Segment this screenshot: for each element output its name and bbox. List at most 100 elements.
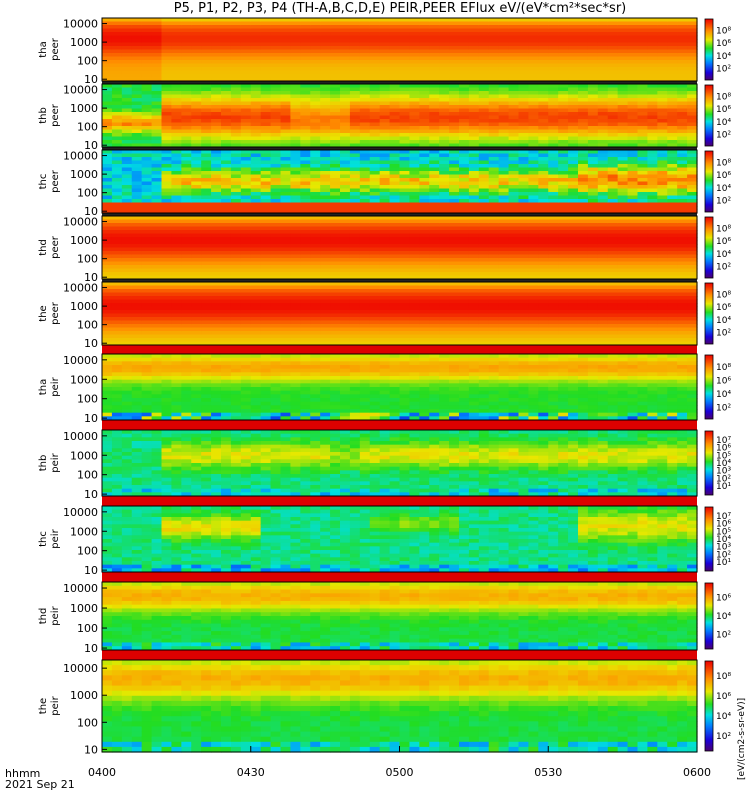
- heatmap-cell: [191, 105, 202, 110]
- heatmap-cell: [121, 258, 133, 263]
- heatmap-cell: [558, 265, 569, 270]
- heatmap-cell: [498, 101, 510, 106]
- heatmap-cell: [667, 261, 678, 266]
- heatmap-cell: [677, 46, 688, 51]
- heatmap-cell: [359, 334, 371, 339]
- heatmap-cell: [310, 192, 321, 197]
- heatmap-cell: [111, 216, 123, 221]
- heatmap-cell: [498, 272, 510, 277]
- panel-probe-label: thc: [38, 174, 49, 190]
- heatmap-cell: [419, 216, 430, 221]
- heatmap-cell: [111, 247, 123, 252]
- heatmap-cell: [548, 46, 559, 51]
- heatmap-cell: [359, 126, 371, 131]
- heatmap-cell: [201, 258, 212, 263]
- heatmap-cell: [171, 327, 182, 332]
- heatmap-cell: [111, 195, 123, 200]
- heatmap-cell: [141, 185, 153, 190]
- heatmap-cell: [389, 331, 401, 336]
- heatmap-cell: [409, 334, 420, 339]
- heatmap-cell: [439, 21, 450, 26]
- heatmap-cell: [528, 223, 539, 228]
- heatmap-cell: [181, 209, 192, 214]
- heatmap-cell: [181, 206, 192, 211]
- heatmap-cell: [478, 206, 490, 211]
- heatmap-cell: [171, 126, 182, 131]
- heatmap-cell: [578, 49, 589, 54]
- heatmap-cell: [369, 77, 381, 82]
- heatmap-cell: [627, 119, 639, 124]
- heatmap-cell: [488, 39, 500, 44]
- heatmap-cell: [349, 282, 361, 287]
- heatmap-cell: [379, 320, 391, 325]
- heatmap-cell: [558, 240, 569, 245]
- heatmap-cell: [429, 49, 440, 54]
- heatmap-cell: [597, 136, 609, 141]
- heatmap-cell: [240, 143, 252, 148]
- heatmap-cell: [409, 63, 420, 68]
- heatmap-cell: [349, 261, 361, 266]
- heatmap-cell: [340, 341, 351, 346]
- heatmap-cell: [340, 331, 351, 336]
- heatmap-cell: [409, 261, 420, 266]
- heatmap-cell: [310, 320, 321, 325]
- heatmap-cell: [657, 237, 668, 242]
- heatmap-cell: [449, 136, 460, 141]
- heatmap-cell: [409, 21, 420, 26]
- heatmap-cell: [300, 167, 311, 172]
- heatmap-cell: [270, 268, 282, 273]
- heatmap-cell: [230, 258, 242, 263]
- heatmap-cell: [300, 254, 311, 259]
- heatmap-cell: [310, 133, 321, 138]
- heatmap-cell: [349, 327, 361, 332]
- heatmap-cell: [349, 53, 361, 58]
- heatmap-cell: [310, 199, 321, 204]
- heatmap-cell: [677, 105, 688, 110]
- heatmap-cell: [280, 18, 292, 23]
- heatmap-cell: [211, 126, 222, 131]
- heatmap-cell: [240, 115, 252, 120]
- heatmap-cell: [191, 42, 202, 47]
- colorbar-tick-label: 10²: [716, 263, 731, 273]
- heatmap-cell: [587, 240, 599, 245]
- heatmap-cell: [379, 77, 391, 82]
- heatmap-cell: [528, 258, 539, 263]
- heatmap-cell: [419, 87, 430, 92]
- heatmap-cell: [221, 84, 232, 89]
- heatmap-cell: [191, 77, 202, 82]
- heatmap-cell: [320, 18, 331, 23]
- heatmap-cell: [687, 63, 698, 68]
- heatmap-cell: [459, 216, 470, 221]
- heatmap-cell: [111, 334, 123, 339]
- heatmap-cell: [340, 261, 351, 266]
- heatmap-cell: [240, 174, 252, 179]
- heatmap-cell: [359, 223, 371, 228]
- heatmap-cell: [330, 268, 341, 273]
- heatmap-cell: [459, 206, 470, 211]
- heatmap-cell: [587, 70, 599, 75]
- heatmap-cell: [151, 265, 163, 270]
- heatmap-cell: [528, 28, 539, 33]
- heatmap-cell: [409, 282, 420, 287]
- heatmap-cell: [121, 247, 133, 252]
- heatmap-cell: [121, 320, 133, 325]
- heatmap-cell: [687, 129, 698, 134]
- heatmap-cell: [459, 115, 470, 120]
- heatmap-cell: [310, 143, 321, 148]
- heatmap-cell: [171, 67, 182, 72]
- heatmap-cell: [290, 157, 301, 162]
- heatmap-cell: [488, 77, 500, 82]
- heatmap-cell: [508, 143, 520, 148]
- heatmap-cell: [151, 160, 163, 165]
- heatmap-cell: [647, 101, 658, 106]
- heatmap-cell: [349, 306, 361, 311]
- heatmap-cell: [478, 63, 490, 68]
- heatmap-cell: [191, 275, 202, 280]
- heatmap-cell: [389, 272, 401, 277]
- heatmap-cell: [330, 310, 341, 315]
- heatmap-cell: [221, 28, 232, 33]
- heatmap-cell: [211, 272, 222, 277]
- heatmap-cell: [280, 223, 292, 228]
- heatmap-cell: [270, 226, 282, 231]
- heatmap-cell: [260, 18, 272, 23]
